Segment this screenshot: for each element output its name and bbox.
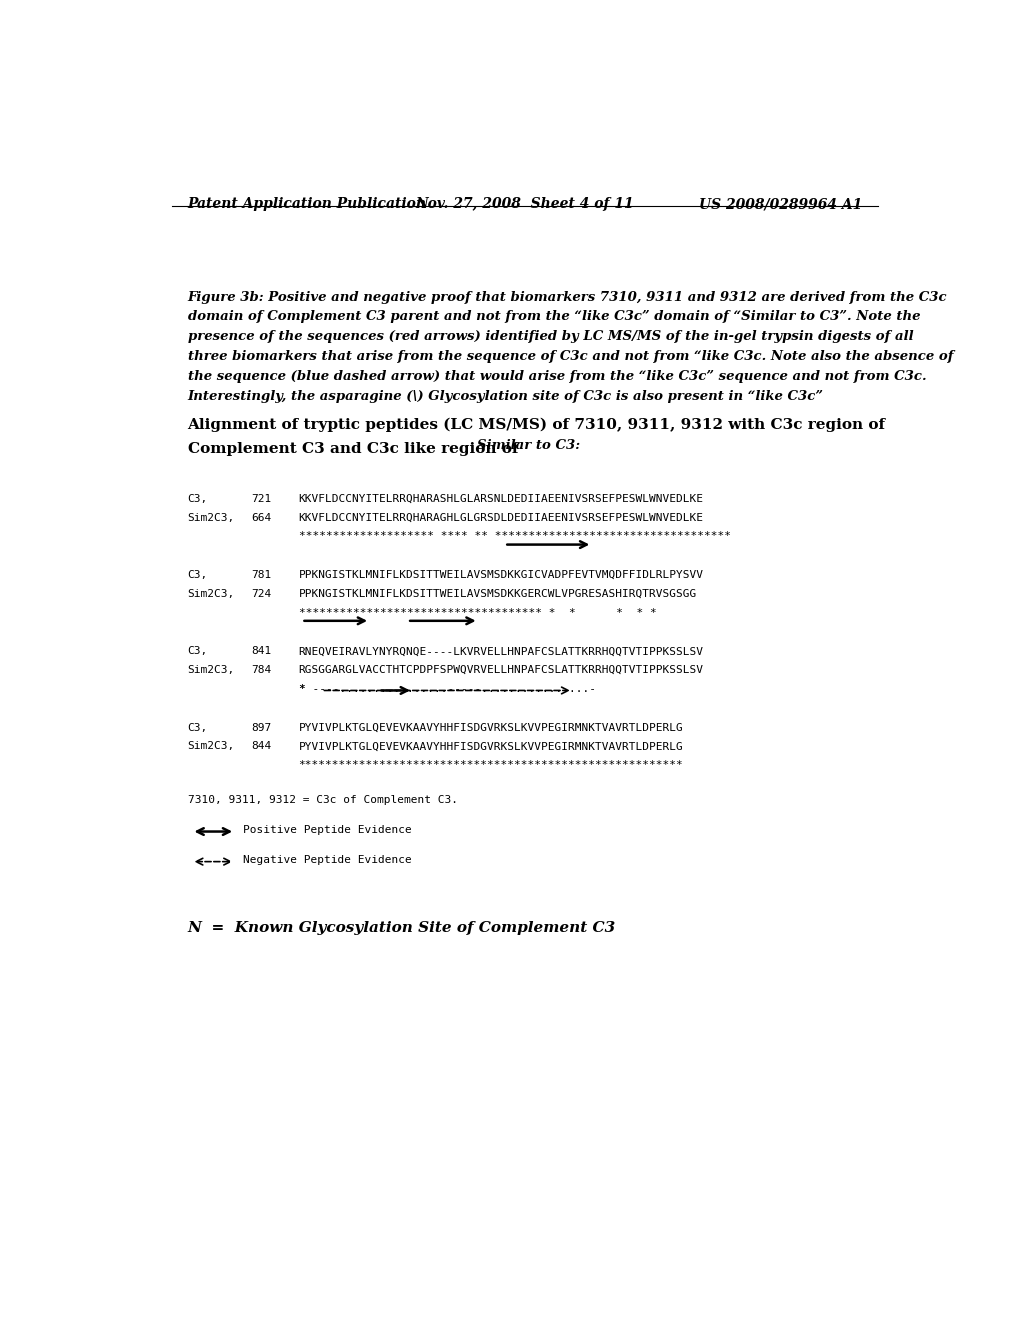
Text: three biomarkers that arise from the sequence of C3c and not from “like C3c. Not: three biomarkers that arise from the seq…: [187, 350, 953, 363]
Text: C3,: C3,: [187, 647, 208, 656]
Text: 841: 841: [251, 647, 271, 656]
Text: *: *: [299, 684, 305, 694]
Text: Sim2C3,: Sim2C3,: [187, 589, 234, 599]
Text: Positive Peptide Evidence: Positive Peptide Evidence: [243, 825, 412, 836]
Text: 664: 664: [251, 512, 271, 523]
Text: Alignment of tryptic peptides (LC MS/MS) of 7310, 9311, 9312 with C3c region of: Alignment of tryptic peptides (LC MS/MS)…: [187, 417, 886, 432]
Text: PYVIVPLKTGLQEVEVKAAVYHHFISDGVRKSLKVVPEGIRMNKTVAVRTLDPERLG: PYVIVPLKTGLQEVEVKAAVYHHFISDGVRKSLKVVPEGI…: [299, 742, 683, 751]
Text: PPKNGISTKLMNIFLKDSITTWEILAVSMSDKKGICVADPFEVTVMQDFFIDLRLPYSVV: PPKNGISTKLMNIFLKDSITTWEILAVSMSDKKGICVADP…: [299, 570, 703, 579]
Text: US 2008/0289964 A1: US 2008/0289964 A1: [698, 197, 862, 211]
Text: Negative Peptide Evidence: Negative Peptide Evidence: [243, 855, 412, 865]
Text: C3,: C3,: [187, 722, 208, 733]
Text: Sim2C3,: Sim2C3,: [187, 742, 234, 751]
Text: N  =  Known Glycosylation Site of Complement C3: N = Known Glycosylation Site of Compleme…: [187, 921, 615, 935]
Text: KKVFLDCCNYITELRRQHARAGHLGLGRSDLDEDIIAEENIVSRSEFPESWLWNVEDLKE: KKVFLDCCNYITELRRQHARAGHLGLGRSDLDEDIIAEEN…: [299, 512, 703, 523]
Text: Patent Application Publication: Patent Application Publication: [187, 197, 427, 211]
Text: ******************** **** ** ***********************************: ******************** **** ** ***********…: [299, 532, 731, 541]
Text: KKVFLDCCNYITELRRQHARASHLGLARSNLDEDIIAEENIVSRSEFPESWLWNVEDLKE: KKVFLDCCNYITELRRQHARASHLGLARSNLDEDIIAEEN…: [299, 494, 703, 504]
Text: 7310, 9311, 9312 = C3c of Complement C3.: 7310, 9311, 9312 = C3c of Complement C3.: [187, 795, 458, 805]
Text: *********************************************************: ****************************************…: [299, 760, 683, 770]
Text: presence of the sequences (red arrows) identified by LC MS/MS of the in-gel tryp: presence of the sequences (red arrows) i…: [187, 330, 913, 343]
Text: 724: 724: [251, 589, 271, 599]
Text: C3,: C3,: [187, 570, 208, 579]
Text: C3,: C3,: [187, 494, 208, 504]
Text: 897: 897: [251, 722, 271, 733]
Text: PPKNGISTKLMNIFLKDSITTWEILAVSMSDKKGERCWLVPGRESASHIRQTRVSGSGG: PPKNGISTKLMNIFLKDSITTWEILAVSMSDKKGERCWLV…: [299, 589, 697, 599]
Text: Figure 3b: Positive and negative proof that biomarkers 7310, 9311 and 9312 are d: Figure 3b: Positive and negative proof t…: [187, 290, 947, 304]
Text: 844: 844: [251, 742, 271, 751]
Text: 721: 721: [251, 494, 271, 504]
Text: RGSGGARGLVACCTHTCPDPFSPWQVRVELLHNPAFCSLATTKRRHQQTVTIPPKSSLSV: RGSGGARGLVACCTHTCPDPFSPWQVRVELLHNPAFCSLA…: [299, 665, 703, 675]
Text: domain of Complement C3 parent and not from the “like C3c” domain of “Similar to: domain of Complement C3 parent and not f…: [187, 310, 920, 323]
Text: RNEQVEIRAVLYNYRQNQE----LKVRVELLHNPAFCSLATTKRRHQQTVTIPPKSSLSV: RNEQVEIRAVLYNYRQNQE----LKVRVELLHNPAFCSLA…: [299, 647, 703, 656]
Text: Similar to C3:: Similar to C3:: [477, 440, 581, 451]
Text: Nov. 27, 2008  Sheet 4 of 11: Nov. 27, 2008 Sheet 4 of 11: [416, 197, 634, 211]
Text: ----................-----................-: ----................-----...............…: [299, 684, 596, 694]
Text: the sequence (blue dashed arrow) that would arise from the “like C3c” sequence a: the sequence (blue dashed arrow) that wo…: [187, 370, 926, 383]
Text: ************************************ *  *      *  * *: ************************************ * *…: [299, 607, 656, 618]
Text: Interestingly, the asparagine (\) Glycosylation site of C3c is also present in “: Interestingly, the asparagine (\) Glycos…: [187, 389, 823, 403]
Text: 781: 781: [251, 570, 271, 579]
Text: Sim2C3,: Sim2C3,: [187, 512, 234, 523]
Text: *: *: [299, 684, 717, 694]
Text: Complement C3 and C3c like region of: Complement C3 and C3c like region of: [187, 442, 523, 455]
Text: PYVIVPLKTGLQEVEVKAAVYHHFISDGVRKSLKVVPEGIRMNKTVAVRTLDPERLG: PYVIVPLKTGLQEVEVKAAVYHHFISDGVRKSLKVVPEGI…: [299, 722, 683, 733]
Text: Sim2C3,: Sim2C3,: [187, 665, 234, 675]
Text: 784: 784: [251, 665, 271, 675]
